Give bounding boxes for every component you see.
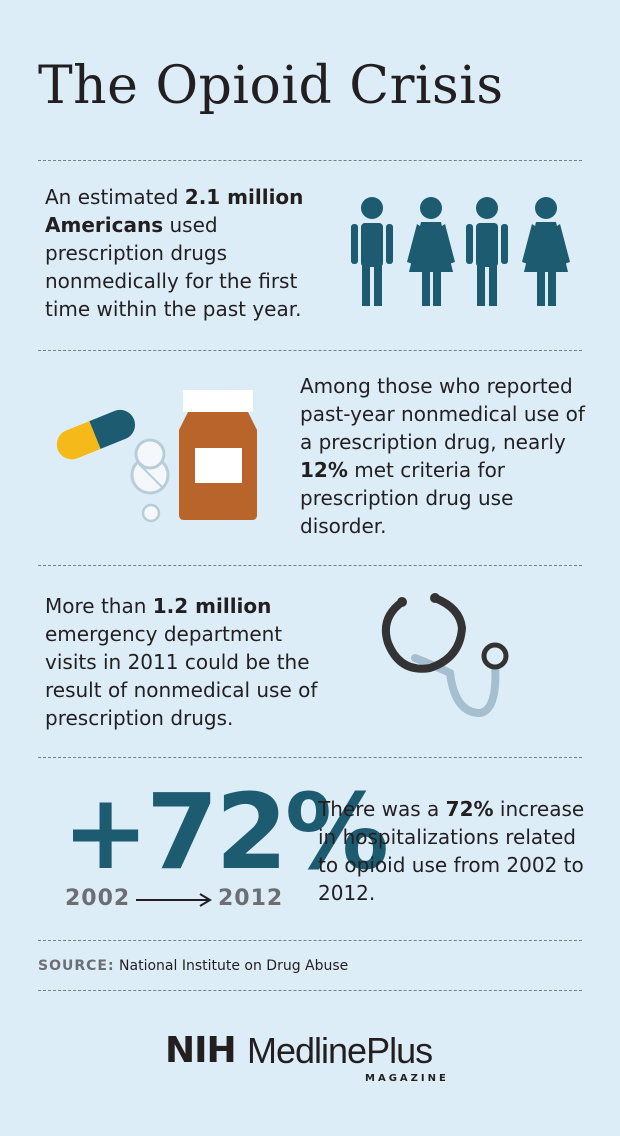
section-text: An estimated 2.1 million Americans used …: [45, 183, 320, 323]
stat: +72%: [62, 771, 389, 893]
logo-name: MedlinePlus: [247, 1030, 433, 1071]
logo-nih: NIH: [165, 1030, 237, 1071]
highlight: 72%: [445, 797, 494, 821]
source: SOURCE: National Institute on Drug Abuse: [38, 958, 348, 974]
section-text: More than 1.2 million emergency departme…: [45, 592, 330, 732]
pills-icon: [56, 390, 257, 523]
text: increase in hospitalizations related to …: [318, 797, 585, 905]
source-text: National Institute on Drug Abuse: [119, 958, 349, 974]
divider: [38, 940, 582, 941]
divider: [38, 565, 582, 566]
year-from: 2002: [65, 886, 131, 911]
text: There was a: [318, 797, 446, 821]
woman-figure: [522, 197, 570, 306]
source-label: SOURCE:: [38, 958, 115, 974]
arrow: [136, 893, 212, 907]
title: The Opioid Crisis: [38, 56, 504, 116]
section-text: Among those who reported past-year nonme…: [300, 372, 590, 540]
pill: [134, 438, 166, 470]
highlight: 2.1 million Americans: [45, 185, 304, 237]
text: More than: [45, 594, 153, 618]
highlight: 12%: [300, 458, 348, 482]
stethoscope-icon: [381, 593, 509, 718]
divider: [38, 757, 582, 758]
text: An estimated: [45, 185, 185, 209]
text: used prescription drugs nonmedically for…: [45, 213, 302, 321]
bottle-label: [195, 448, 242, 483]
logo: NIH MedlinePlus MAGAZINE: [165, 1030, 465, 1090]
highlight: 1.2 million: [152, 594, 272, 618]
text: Among those who reported past-year nonme…: [300, 374, 585, 454]
man-figure: [466, 197, 508, 306]
logo-sub: MAGAZINE: [365, 1073, 449, 1084]
divider: [38, 990, 582, 991]
people-icon: [351, 197, 570, 306]
year-to: 2012: [218, 886, 284, 911]
text: met criteria for prescription drug use d…: [300, 458, 514, 538]
woman-figure: [407, 197, 455, 306]
man-figure: [351, 197, 393, 306]
divider: [38, 160, 582, 161]
section-text: There was a 72% increase in hospitalizat…: [318, 795, 588, 907]
capsule: [56, 409, 135, 460]
divider: [38, 350, 582, 351]
pill: [141, 503, 161, 523]
bottle-cap: [183, 390, 253, 412]
text: emergency department visits in 2011 coul…: [45, 622, 318, 730]
